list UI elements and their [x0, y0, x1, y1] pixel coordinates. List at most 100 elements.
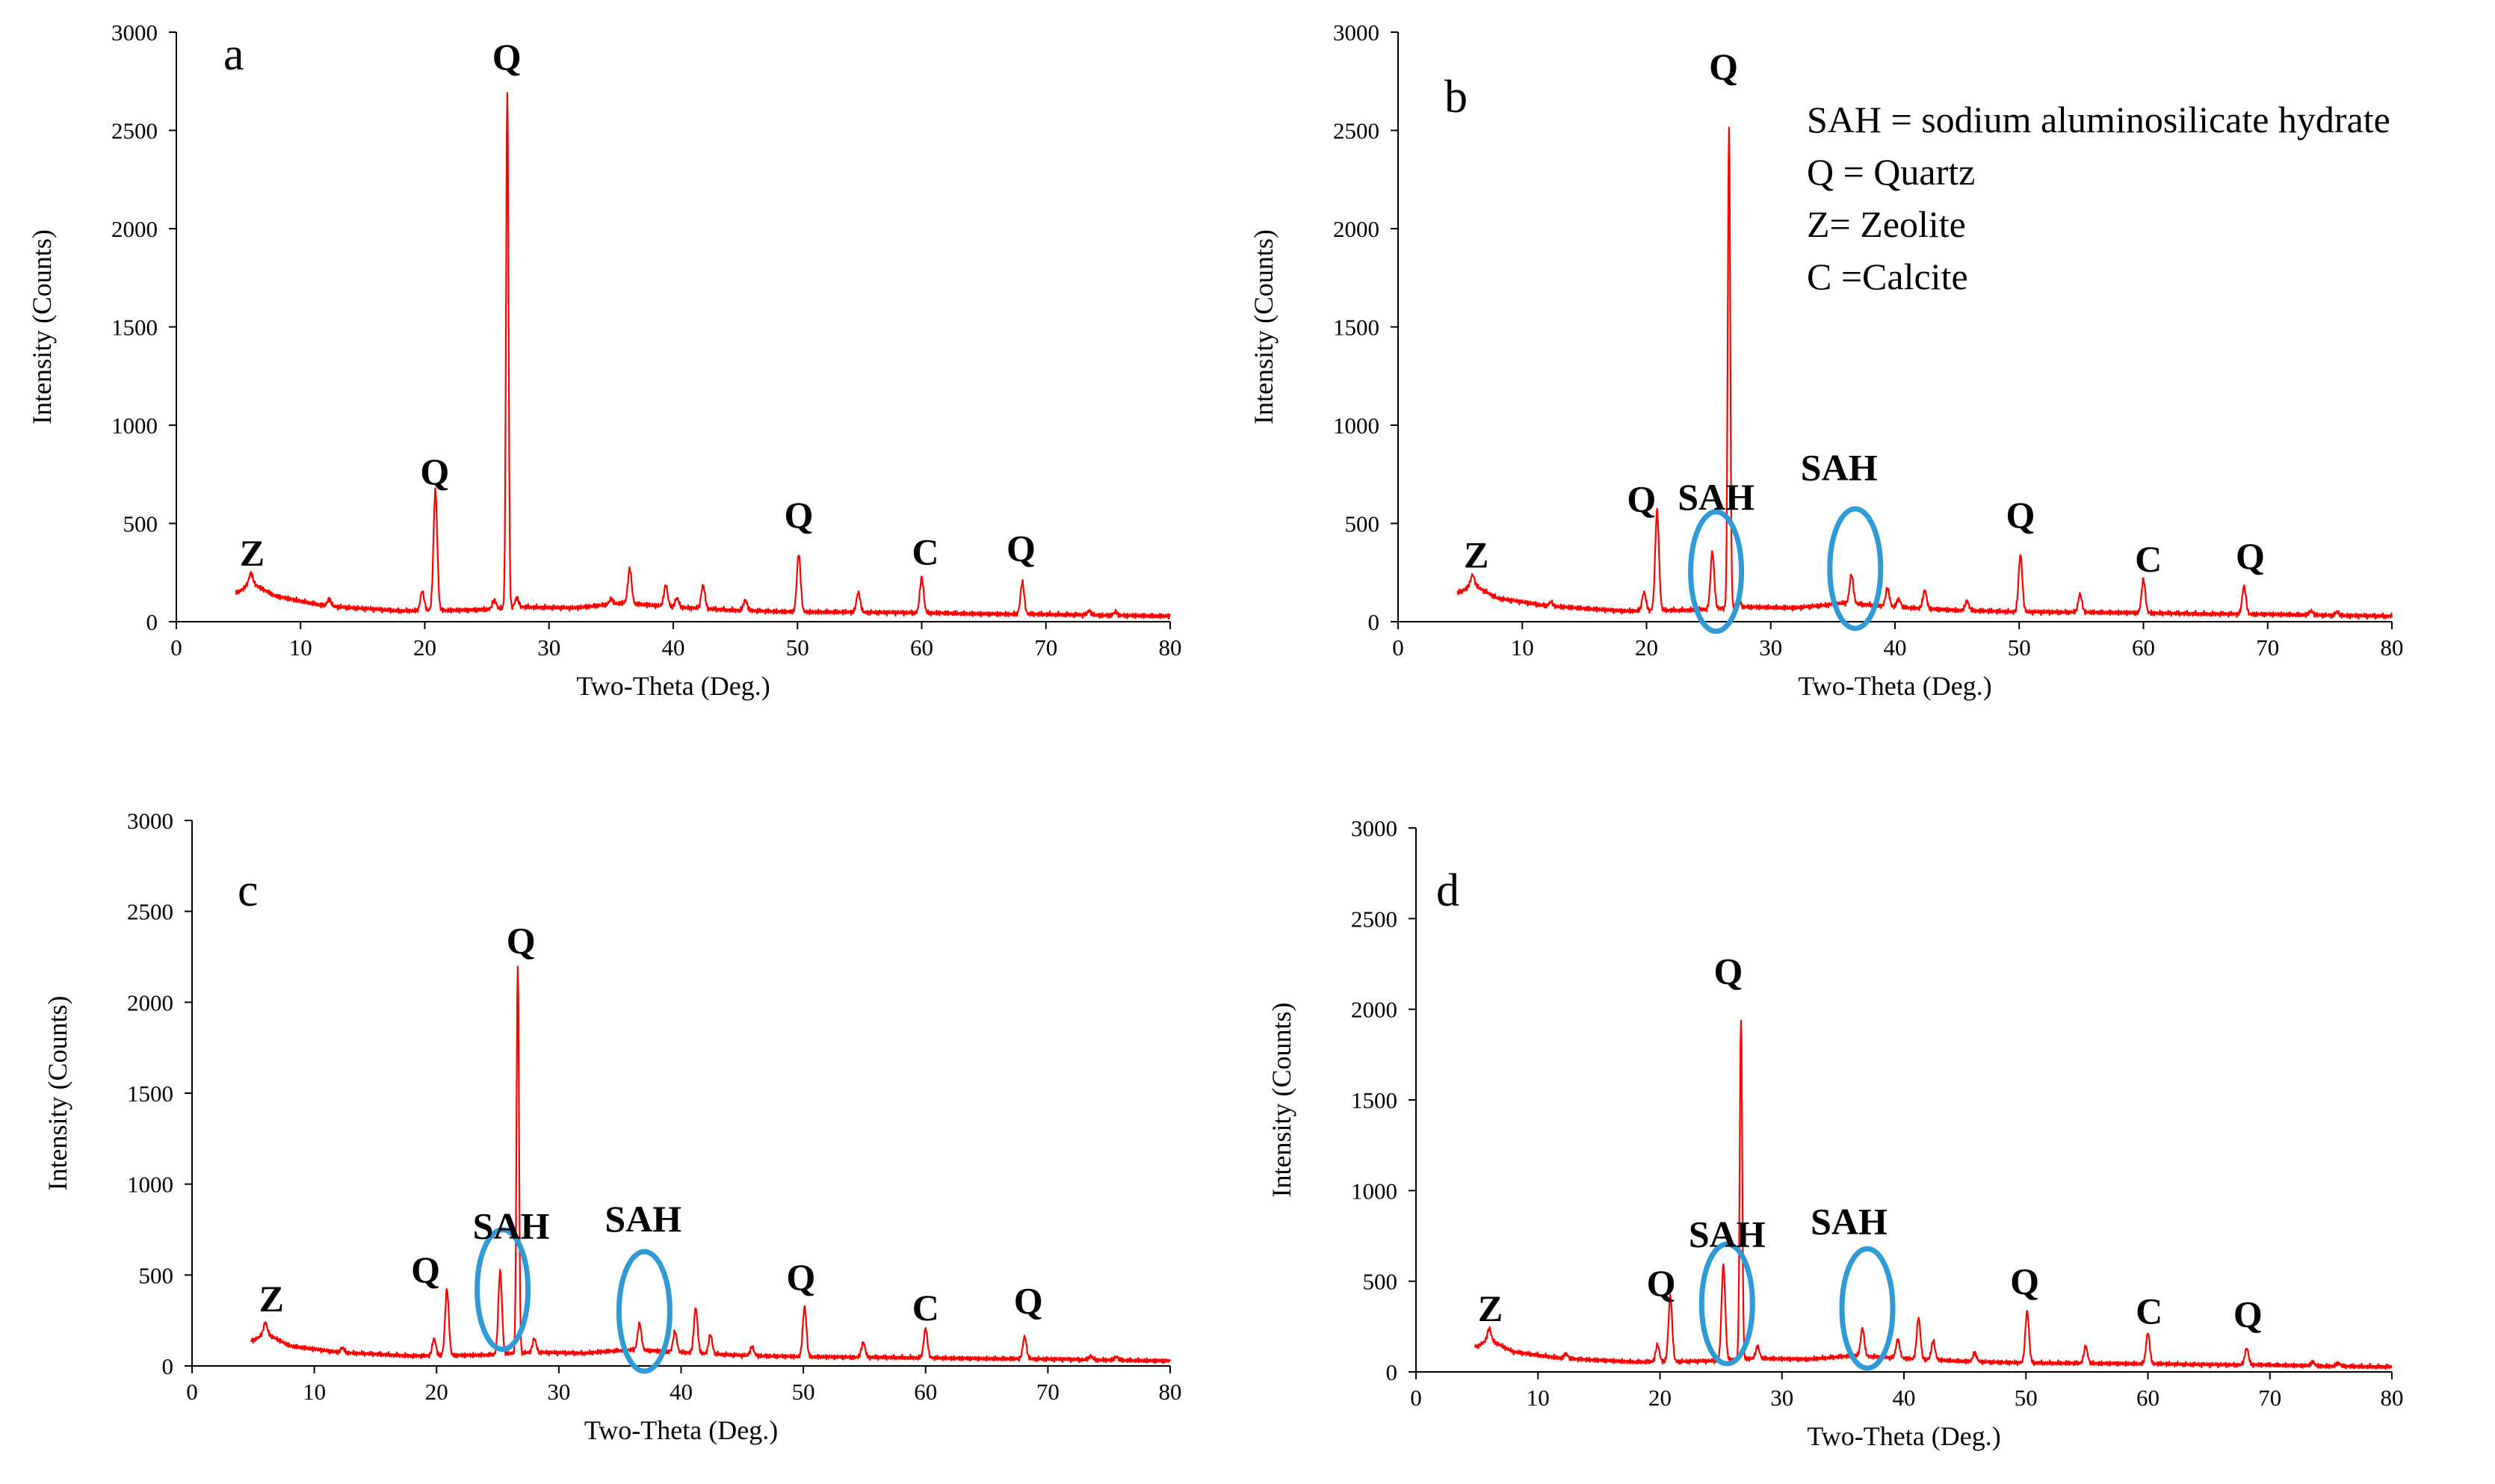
- x-tick-label: 20: [1648, 1385, 1672, 1411]
- y-tick-label: 1000: [1333, 412, 1379, 439]
- peak-label: Q: [507, 920, 536, 962]
- x-tick-label: 40: [1884, 634, 1907, 661]
- x-tick-label: 50: [792, 1379, 815, 1405]
- peak-label: Z: [1478, 1287, 1503, 1329]
- x-tick-label: 10: [303, 1379, 326, 1405]
- sah-highlight-circle: [1698, 1241, 1755, 1367]
- y-tick-label: 2500: [1333, 118, 1379, 144]
- x-tick-label: 0: [186, 1379, 198, 1405]
- x-tick-label: 40: [1893, 1385, 1916, 1411]
- peak-label: Z: [259, 1278, 284, 1320]
- legend-entry-sah: SAH = sodium aluminosilicate hydrate: [1807, 99, 2390, 140]
- y-tick-label: 1000: [127, 1172, 173, 1198]
- y-tick-label: 0: [1368, 609, 1380, 635]
- peak-label: Q: [420, 451, 449, 492]
- x-tick-label: 40: [670, 1379, 693, 1405]
- x-tick-label: 40: [662, 634, 685, 661]
- y-tick-label: 500: [1345, 511, 1380, 537]
- y-tick-label: 2000: [127, 989, 173, 1015]
- peak-label: SAH: [1801, 447, 1878, 489]
- legend-entry-calcite: C =Calcite: [1807, 256, 1968, 297]
- series-line: [235, 92, 1171, 620]
- y-axis-title: Intensity (Counts): [1249, 229, 1279, 424]
- x-tick-label: 50: [2015, 1385, 2038, 1411]
- x-tick-label: 0: [1410, 1385, 1422, 1411]
- peak-label: Z: [240, 532, 265, 574]
- x-tick-label: 10: [289, 634, 312, 661]
- panel-letter: b: [1444, 72, 1468, 123]
- y-tick-label: 0: [146, 609, 158, 635]
- x-tick-label: 10: [1527, 1385, 1550, 1411]
- y-tick-label: 0: [1386, 1359, 1398, 1385]
- x-tick-label: 50: [786, 634, 809, 661]
- x-tick-label: 30: [1759, 634, 1782, 661]
- y-tick-label: 2000: [1333, 216, 1379, 242]
- x-tick-label: 20: [413, 634, 436, 661]
- x-axis-title: Two-Theta (Deg.): [1798, 671, 1991, 701]
- peak-label: C: [912, 1287, 939, 1329]
- chart-panel-a: 0 10 20 30 40 50 60 70 80 0 500 1000 1500 2000 2500 300…: [27, 19, 1182, 701]
- series-line: [250, 965, 1171, 1364]
- x-tick-label: 60: [914, 1379, 937, 1405]
- y-tick-label: 1500: [127, 1080, 173, 1107]
- x-tick-label: 30: [547, 1379, 570, 1405]
- peak-label: Q: [411, 1249, 440, 1290]
- x-axis-title: Two-Theta (Deg.): [584, 1415, 778, 1445]
- x-tick-label: 20: [425, 1379, 448, 1405]
- y-tick-label: 500: [1363, 1269, 1398, 1295]
- y-tick-label: 500: [139, 1262, 174, 1288]
- peak-label: SAH: [605, 1198, 681, 1240]
- peak-label: Q: [1713, 950, 1743, 992]
- x-tick-label: 50: [2008, 634, 2031, 661]
- peak-label: Q: [1647, 1262, 1676, 1304]
- y-tick-label: 2000: [111, 216, 158, 242]
- sah-highlight-circle: [1827, 506, 1884, 631]
- x-tick-label: 0: [1392, 634, 1404, 661]
- x-tick-label: 80: [1159, 1379, 1182, 1405]
- x-tick-label: 80: [2381, 634, 2404, 661]
- y-tick-label: 3000: [1351, 815, 1397, 841]
- y-tick-label: 3000: [1333, 19, 1379, 46]
- x-tick-label: 70: [1034, 634, 1057, 661]
- x-tick-label: 30: [537, 634, 560, 661]
- peak-label: Q: [2010, 1261, 2039, 1302]
- y-tick-label: 2000: [1351, 997, 1397, 1023]
- y-tick-label: 1000: [1351, 1178, 1397, 1204]
- y-tick-label: 0: [162, 1353, 174, 1379]
- y-tick-label: 2500: [1351, 906, 1397, 932]
- peak-label: Q: [1627, 478, 1656, 520]
- x-tick-label: 70: [1036, 1379, 1060, 1405]
- peak-label: SAH: [473, 1205, 550, 1247]
- y-tick-label: 2500: [127, 899, 173, 925]
- sah-highlight-circle: [1839, 1246, 1896, 1371]
- peak-label: Q: [1014, 1279, 1043, 1321]
- panel-letter: d: [1436, 865, 1459, 916]
- series-line: [1474, 1019, 2393, 1370]
- peak-label: Q: [2006, 494, 2035, 536]
- x-tick-label: 80: [2381, 1385, 2404, 1411]
- x-tick-label: 60: [910, 634, 933, 661]
- peak-label: Z: [1464, 534, 1488, 576]
- peak-label: Q: [786, 1256, 815, 1298]
- peak-label: C: [2136, 1290, 2162, 1332]
- legend-entry-zeolite: Z= Zeolite: [1807, 203, 1966, 245]
- sah-highlight-circle: [616, 1249, 673, 1374]
- peak-label: SAH: [1811, 1201, 1888, 1243]
- x-tick-label: 60: [2132, 634, 2155, 661]
- peak-label: C: [912, 531, 939, 573]
- y-axis-title: Intensity (Counts): [27, 229, 57, 424]
- peak-label: SAH: [1689, 1214, 1766, 1255]
- peak-label: Q: [1709, 46, 1738, 87]
- sah-highlight-circle: [474, 1227, 531, 1352]
- peak-label: SAH: [1678, 476, 1754, 518]
- legend-entry-quartz: Q = Quartz: [1807, 151, 1975, 193]
- chart-panel-b: 0 10 20 30 40 50 60 70 80 0 500 1000 1500 2000 2500 300…: [1249, 19, 2404, 701]
- legend: SAH = sodium aluminosilicate hydrate Q =…: [1807, 99, 2390, 297]
- x-tick-label: 20: [1635, 634, 1658, 661]
- peak-label: Q: [2236, 535, 2265, 577]
- x-tick-label: 30: [1770, 1385, 1793, 1411]
- y-tick-label: 1000: [111, 412, 158, 439]
- peak-label: Q: [492, 36, 522, 78]
- peak-label: Q: [2233, 1293, 2263, 1335]
